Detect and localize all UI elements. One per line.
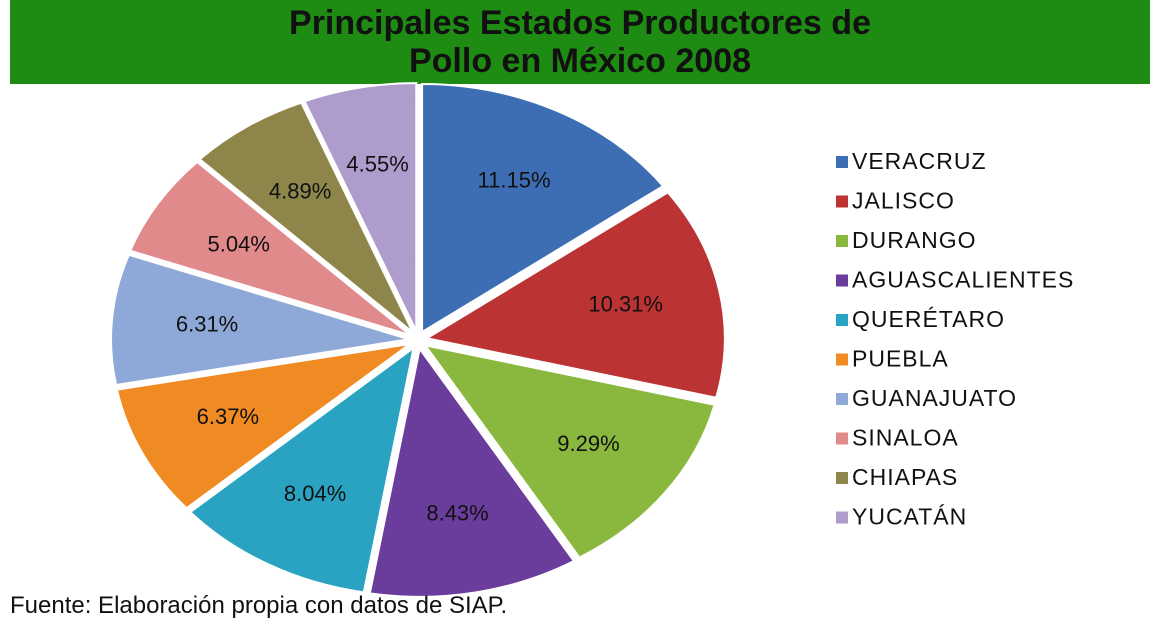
pie-slice	[424, 191, 726, 399]
legend-swatch	[836, 511, 848, 524]
pie-slice	[198, 101, 414, 334]
legend-swatch	[836, 156, 848, 168]
legend-swatch	[836, 472, 848, 484]
data-label: 10.31%	[588, 292, 663, 317]
legend-swatch	[836, 432, 848, 445]
legend-swatch	[836, 195, 848, 208]
data-label: 6.37%	[197, 404, 259, 429]
legend-label: VERACRUZ	[852, 148, 987, 174]
pie-slice	[421, 82, 665, 334]
pie-slice	[303, 82, 418, 332]
pie-slice	[368, 346, 576, 598]
legend-label: QUERÉTARO	[852, 306, 1005, 332]
legend-label: CHIAPAS	[852, 464, 958, 490]
data-label: 8.04%	[284, 481, 346, 506]
source-note: Fuente: Elaboración propia con datos de …	[10, 592, 508, 619]
legend-swatch	[836, 274, 848, 287]
pie-slice	[188, 345, 416, 594]
legend-label: SINALOA	[852, 425, 959, 451]
legend-swatch	[836, 393, 848, 405]
pie-slice	[110, 253, 410, 387]
data-label: 5.04%	[208, 231, 270, 256]
legend-label: PUEBLA	[852, 346, 949, 372]
data-label: 9.29%	[557, 431, 619, 456]
data-label: 11.15%	[478, 168, 551, 193]
legend-swatch	[836, 353, 848, 366]
pie-slice	[128, 160, 412, 337]
data-label: 4.89%	[269, 178, 331, 203]
data-label: 6.31%	[176, 311, 238, 336]
chart-title: Principales Estados Productores de Pollo…	[10, 0, 1150, 84]
legend-label: JALISCO	[852, 188, 955, 214]
pie-slice	[422, 343, 716, 559]
legend-swatch	[836, 235, 848, 247]
legend-label: YUCATÁN	[852, 504, 967, 530]
legend-swatch	[836, 314, 848, 326]
legend-label: DURANGO	[852, 227, 977, 253]
data-label: 8.43%	[426, 500, 488, 525]
legend-label: GUANAJUATO	[852, 385, 1017, 411]
legend-label: AGUASCALIENTES	[852, 267, 1074, 293]
data-label: 4.55%	[346, 151, 408, 176]
pie-slice	[115, 342, 411, 510]
